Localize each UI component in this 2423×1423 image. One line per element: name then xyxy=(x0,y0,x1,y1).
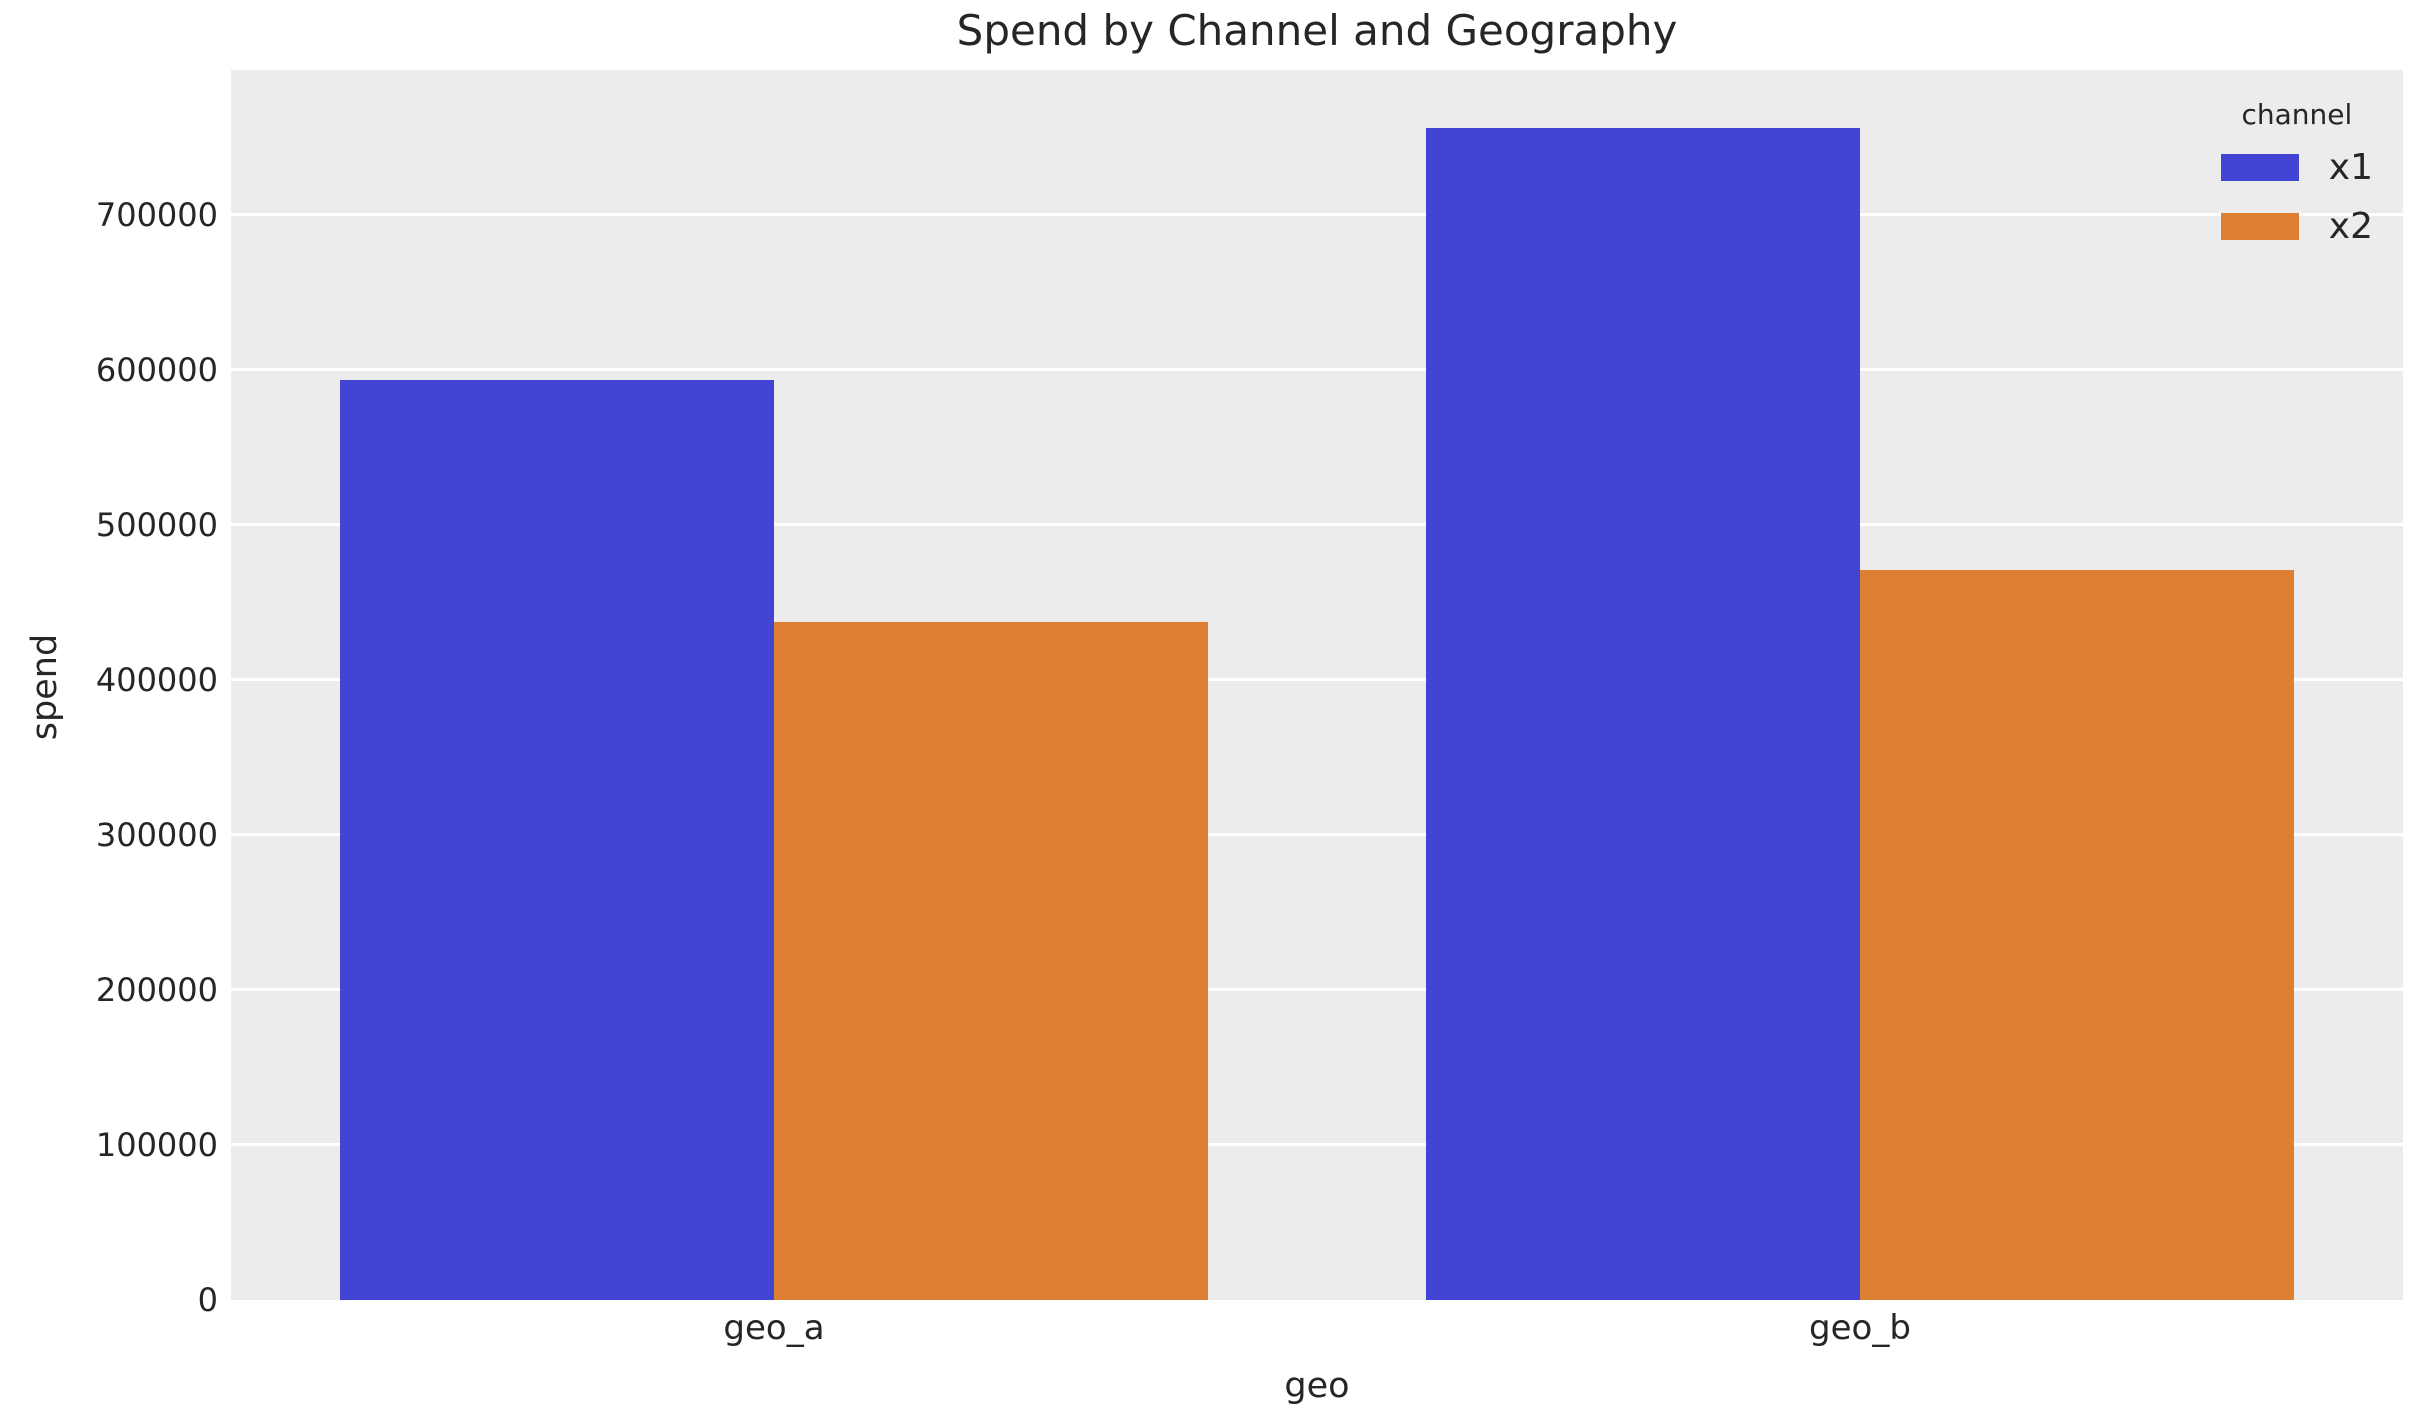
y-tick-label: 700000 xyxy=(95,195,218,234)
legend: channel x1 x2 xyxy=(2220,98,2373,247)
y-tick-label: 500000 xyxy=(95,505,218,544)
y-tick-label: 100000 xyxy=(95,1125,218,1164)
legend-label: x2 xyxy=(2328,206,2373,247)
y-tick-label: 600000 xyxy=(95,350,218,389)
legend-entry-x2: x2 xyxy=(2220,206,2373,247)
x-tick-label-geo_a: geo_a xyxy=(723,1308,825,1348)
chart-title: Spend by Channel and Geography xyxy=(956,6,1678,55)
legend-entry-x1: x1 xyxy=(2220,147,2373,188)
y-tick-label: 0 xyxy=(197,1281,218,1319)
x-tick-label-geo_b: geo_b xyxy=(1809,1308,1911,1348)
gridline xyxy=(231,213,2403,217)
x-axis-label: geo xyxy=(1284,1366,1350,1406)
bar-geo_b-x1 xyxy=(1425,127,1860,1300)
bar-geo_b-x2 xyxy=(1860,569,2295,1300)
legend-swatch-icon xyxy=(2220,213,2299,240)
gridline xyxy=(231,1143,2403,1147)
plot-area: channel x1 x2 xyxy=(231,70,2403,1300)
legend-swatch-icon xyxy=(2220,154,2299,181)
y-axis-label: spend xyxy=(25,633,65,741)
gridline xyxy=(231,988,2403,992)
gridline xyxy=(231,523,2403,527)
gridline xyxy=(231,678,2403,682)
legend-entries: x1 x2 xyxy=(2220,147,2373,247)
legend-label: x1 xyxy=(2328,147,2373,188)
y-tick-label: 200000 xyxy=(95,970,218,1009)
legend-title: channel xyxy=(2241,98,2353,131)
gridline xyxy=(231,368,2403,372)
gridline xyxy=(231,833,2403,837)
y-tick-label: 300000 xyxy=(95,815,218,854)
y-tick-label: 400000 xyxy=(95,660,218,699)
bar-geo_a-x1 xyxy=(339,380,774,1300)
bar-geo_a-x2 xyxy=(774,622,1209,1300)
